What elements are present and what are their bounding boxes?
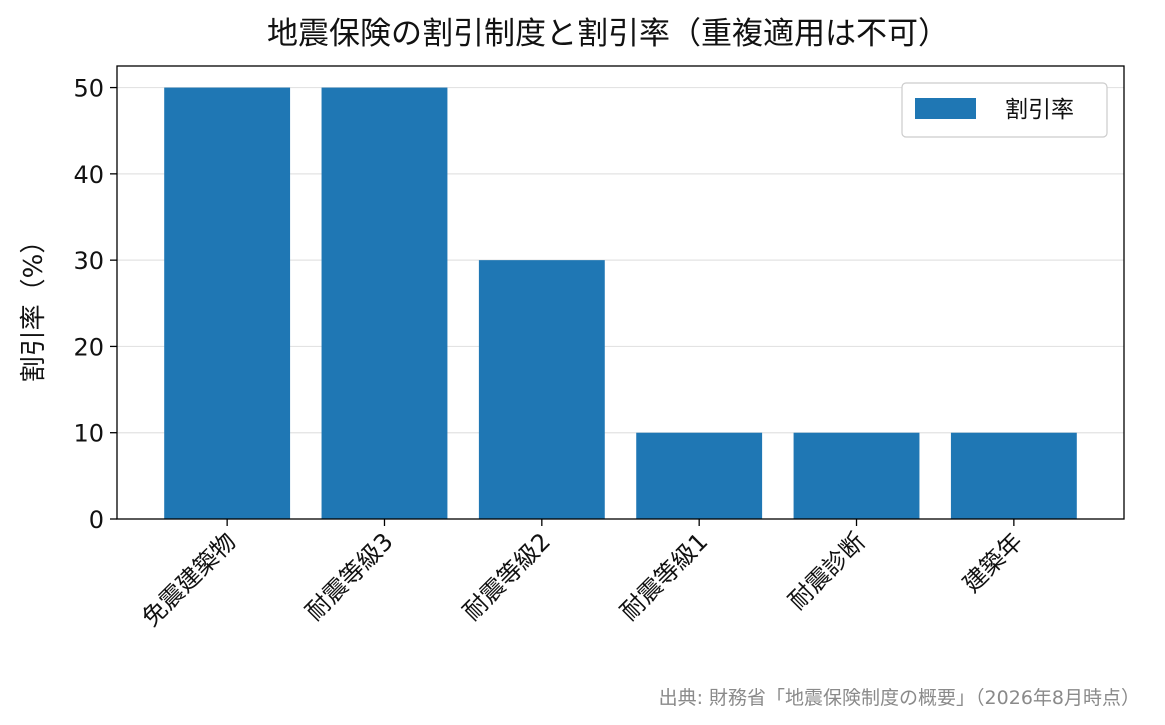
x-axis-ticks: 免震建築物 耐震等級3 耐震等級2 耐震等級1 耐震診断 建築年: [137, 519, 1028, 632]
y-tick-label: 10: [73, 420, 104, 448]
legend-label: 割引率: [1005, 97, 1074, 123]
x-tick-label: 耐震等級3: [300, 527, 398, 625]
y-tick-label: 30: [73, 247, 104, 275]
bar: [950, 432, 1077, 519]
bar: [321, 87, 448, 520]
x-tick-label: 耐震等級1: [615, 527, 713, 625]
legend-swatch: [915, 98, 976, 119]
y-tick-label: 0: [89, 506, 104, 534]
bar: [164, 87, 291, 520]
bar: [793, 432, 920, 519]
legend-frame: [901, 82, 1108, 138]
x-tick-label: 耐震等級2: [458, 527, 556, 625]
y-axis-ticks: 0 10 20 30 40 50: [73, 75, 117, 534]
legend: 割引率: [901, 82, 1108, 138]
x-tick-label: 免震建築物: [137, 527, 242, 632]
source-note: 出典: 財務省「地震保険制度の概要」（2026年8月時点）: [659, 687, 1140, 709]
chart-title: 地震保険の割引制度と割引率（重複適用は不可）: [267, 16, 949, 52]
y-tick-label: 20: [73, 333, 104, 361]
bars: [164, 87, 1077, 520]
y-axis-label: 割引率（%）: [19, 228, 49, 383]
y-tick-label: 50: [73, 75, 104, 103]
y-tick-label: 40: [73, 161, 104, 189]
x-tick-label: 建築年: [957, 527, 1028, 598]
bar: [478, 260, 605, 519]
plot-frame: [116, 65, 1125, 520]
bar: [636, 432, 763, 519]
x-tick-label: 耐震診断: [783, 527, 871, 615]
